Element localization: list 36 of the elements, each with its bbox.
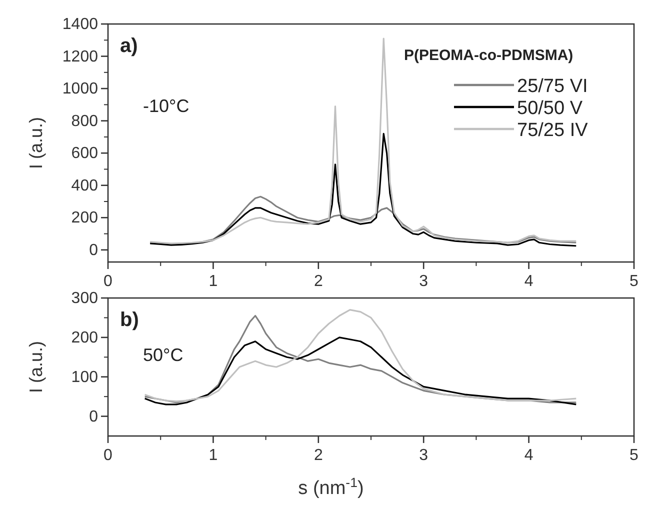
y-tick-label: 300 — [71, 290, 98, 307]
x-tick-label: 4 — [524, 273, 534, 290]
y-tick-label: 1200 — [62, 48, 98, 66]
y-axis-title: I (a.u.) — [26, 116, 46, 170]
legend-label: 25/75 VI — [517, 76, 588, 97]
y-tick-label: 600 — [71, 145, 98, 162]
y-tick-label: 1000 — [62, 80, 98, 98]
x-tick-label: 3 — [419, 447, 428, 464]
y-tick-label: 800 — [71, 112, 98, 130]
line-series — [144, 336, 577, 406]
x-axis-title: s (nm$^{-1}$) — [298, 474, 364, 499]
legend-title: P(PEOMA-co-PDMSMA) — [404, 47, 574, 64]
x-tick-label: 2 — [314, 273, 323, 290]
annotation: -10°C — [143, 96, 190, 116]
x-tick-label: 3 — [419, 273, 428, 290]
y-tick-label: 100 — [71, 368, 98, 386]
x-tick-label: 0 — [104, 273, 113, 290]
x-tick-label: 2 — [314, 447, 323, 464]
annotation: b) — [120, 309, 139, 331]
x-tick-label: 1 — [208, 273, 218, 290]
x-tick-label: 5 — [630, 273, 639, 290]
legend-label: 50/50 V — [517, 98, 583, 119]
y-tick-label: 200 — [71, 210, 98, 227]
annotation: a) — [120, 35, 138, 57]
y-tick-label: 0 — [89, 408, 98, 426]
x-tick-label: 5 — [630, 447, 639, 464]
y-tick-label: 200 — [71, 329, 98, 346]
y-tick-label: 0 — [89, 242, 98, 259]
y-tick-label: 1400 — [62, 16, 98, 33]
y-tick-label: 400 — [71, 177, 98, 194]
legend-label: 75/25 IV — [517, 120, 588, 141]
x-tick-label: 1 — [208, 447, 218, 464]
y-axis-title: I (a.u.) — [26, 340, 46, 394]
x-tick-label: 4 — [524, 447, 534, 464]
annotation: 50°C — [143, 345, 184, 365]
x-tick-label: 0 — [104, 447, 113, 464]
